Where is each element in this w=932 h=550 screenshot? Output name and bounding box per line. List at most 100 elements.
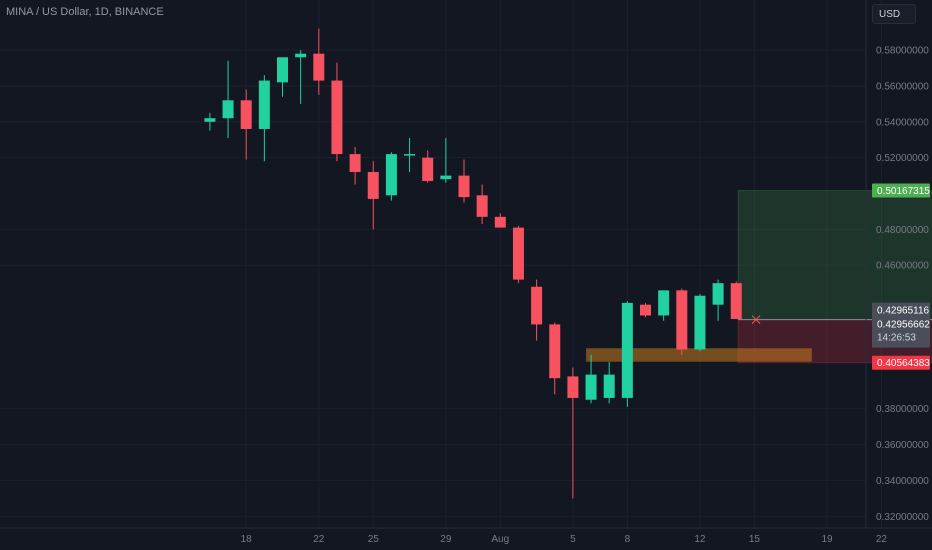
candle-up [404,137,416,173]
y-tick-label: 0.34000000 [876,476,929,487]
countdown-text: 14:26:53 [877,333,916,344]
candle-body [567,376,579,398]
candle-body [494,216,506,228]
x-tick-label: 22 [876,534,888,545]
candle-body [585,374,597,400]
entry-price-text: 0.42965116 [877,306,930,317]
candle-body [730,283,742,320]
y-tick-label: 0.38000000 [876,404,929,415]
price-axis[interactable]: 0.58000000 0.56000000 0.54000000 0.52000000… [876,46,929,523]
candle-body [603,374,615,398]
candle-body [458,175,470,198]
y-tick-label: 0.52000000 [876,153,929,164]
y-tick-label: 0.56000000 [876,81,929,92]
candle-up [621,301,633,407]
x-tick-label: 12 [694,534,706,545]
candle-up [440,137,452,183]
candle-up [658,290,670,321]
x-tick-label: Aug [491,534,509,545]
candle-body [694,295,706,350]
candle-body [295,53,307,58]
candle-body [440,175,452,180]
candle-body [512,227,524,280]
candle-body [422,157,434,181]
candle-body [367,172,379,199]
candle-body [640,304,651,316]
candle-body [531,286,543,325]
candle-down [367,161,379,230]
price-labels: 0.501673150.429651160.4295666214:26:530.… [872,183,930,370]
candle-up [603,362,615,404]
stop-price-label: 0.40564383 [872,355,930,370]
candle-body [331,80,343,155]
target-price-label: 0.50167315 [872,183,930,198]
candle-up [277,57,288,97]
candle-body [621,302,633,398]
candle-body [404,154,416,156]
x-tick-label: 29 [440,534,452,545]
candle-body [549,324,561,379]
y-tick-label: 0.36000000 [876,440,929,451]
entry-price-label: 0.42965116 0.42956662 14:26:53 [872,302,930,348]
stop-price-label-text: 0.40564383 [877,358,930,369]
candle-down [567,367,579,499]
candle-up [295,50,307,104]
grid-lines [0,0,882,528]
candle-body [349,154,361,173]
x-tick-label: 5 [570,534,576,545]
candles [204,28,742,499]
chart-title: MINA / US Dollar, 1D, BINANCE [6,6,164,18]
entry-markers [751,315,761,325]
time-axis[interactable]: 18222529Aug58121519222629Sep [241,534,932,545]
x-tick-label: 15 [749,534,761,545]
candle-body [658,290,670,316]
y-tick-label: 0.54000000 [876,117,929,128]
candle-down [458,159,470,203]
support-zone [586,348,812,362]
candle-up [694,293,706,352]
candle-down [494,213,506,228]
current-price-text: 0.42956662 [877,320,930,331]
entry-price-label-bg [872,302,930,348]
candle-up [385,152,397,201]
candle-body [476,195,488,217]
candle-up [204,112,216,131]
target-price-label-text: 0.50167315 [877,186,930,197]
candle-body [222,100,234,119]
stop-price-label-bg [872,355,930,370]
x-tick-label: 8 [625,534,631,545]
candle-down [640,302,651,318]
x-tick-label: 19 [821,534,833,545]
candle-body [676,290,688,350]
candle-down [730,281,742,320]
candle-down [349,146,361,185]
candle-down [512,225,524,284]
currency-button[interactable]: USD [872,4,916,24]
y-tick-label: 0.46000000 [876,261,929,272]
candle-up [258,75,270,162]
candle-body [313,53,325,81]
candle-down [313,28,325,95]
candle-down [422,150,434,183]
candle-body [204,118,216,122]
candle-up [712,279,724,321]
y-tick-label: 0.32000000 [876,512,929,523]
y-tick-label: 0.58000000 [876,46,929,57]
candle-body [385,154,397,196]
candle-down [240,89,252,160]
x-tick-label: 25 [368,534,380,545]
candle-up [222,60,234,138]
target-price-label-bg [872,183,930,198]
candle-body [712,283,724,305]
y-tick-label: 0.48000000 [876,225,929,236]
candle-up [585,354,597,404]
candle-down [476,184,488,225]
x-tick-label: 18 [241,534,253,545]
cross-marker [751,315,761,325]
candle-down [531,279,543,341]
x-tick-label: 22 [313,534,325,545]
target-zone [737,190,932,321]
candle-down [331,62,343,162]
